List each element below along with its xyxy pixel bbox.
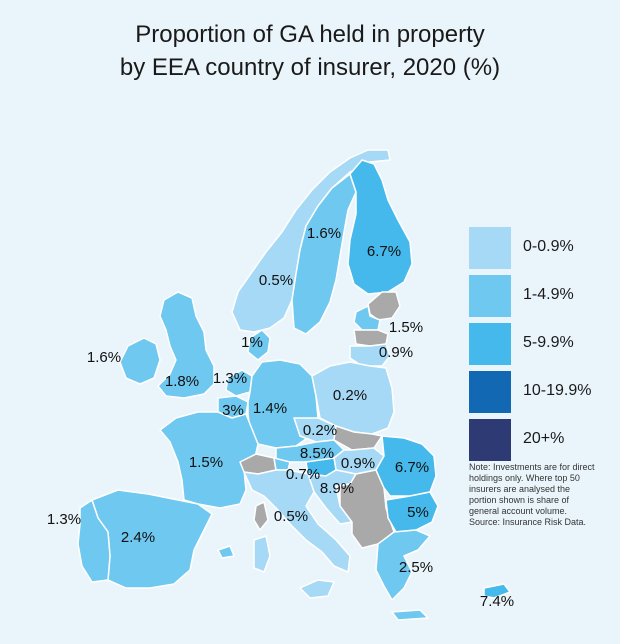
legend-label: 5-9.9% — [523, 334, 574, 351]
chart-title: Proportion of GA held in property by EEA… — [0, 18, 620, 84]
label-liechtenstein: 0.7% — [286, 466, 320, 483]
label-austria: 8.5% — [300, 445, 334, 462]
label-spain: 2.4% — [121, 529, 155, 546]
label-bulgaria: 5% — [407, 504, 429, 521]
legend-swatch — [469, 419, 511, 461]
country-france[interactable] — [159, 411, 259, 509]
country-romania[interactable] — [375, 435, 437, 497]
country-estonia[interactable] — [353, 305, 381, 331]
country-bulgaria[interactable] — [385, 491, 439, 533]
title-line-2: by EEA country of insurer, 2020 (%) — [119, 54, 501, 81]
country-italy-sicily[interactable] — [299, 579, 335, 599]
label-uk: 1.8% — [165, 373, 199, 390]
country-portugal[interactable] — [77, 499, 111, 583]
legend-label: 20+% — [523, 430, 565, 447]
label-cyprus: 7.4% — [480, 593, 514, 610]
label-france: 1.5% — [189, 454, 223, 471]
country-cyprus[interactable] — [483, 583, 511, 599]
region-russia — [367, 291, 401, 321]
note-line: portion shown is share of — [469, 495, 570, 505]
country-ireland[interactable] — [119, 337, 161, 385]
note-line: Source: Insurance Risk Data. — [469, 517, 587, 527]
legend-swatch — [469, 323, 511, 365]
legend-label: 1-4.9% — [523, 286, 574, 303]
note-line: general account volume. — [469, 506, 568, 516]
label-poland: 0.2% — [333, 387, 367, 404]
label-germany: 1.4% — [253, 400, 287, 417]
label-netherlands: 1.3% — [213, 370, 247, 387]
label-estonia: 1.5% — [389, 319, 423, 336]
label-portugal: 1.3% — [47, 511, 81, 528]
label-czechia: 0.2% — [303, 422, 337, 439]
country-spain-balearics[interactable] — [217, 545, 235, 559]
country-italy-sardinia[interactable] — [253, 535, 271, 573]
country-lithuania[interactable] — [349, 343, 391, 367]
legend-swatch — [469, 371, 511, 413]
label-ireland: 1.6% — [87, 349, 121, 366]
country-italy[interactable] — [243, 469, 351, 573]
label-norway: 0.5% — [259, 272, 293, 289]
legend-swatch — [469, 275, 511, 317]
country-finland[interactable] — [347, 159, 413, 295]
label-romania: 6.7% — [395, 459, 429, 476]
note-line: Note: Investments are for direct — [469, 462, 595, 472]
title-line-1: Proportion of GA held in property — [135, 21, 485, 48]
legend-swatch — [469, 227, 511, 269]
source-note: Note: Investments are for direct holding… — [469, 462, 599, 528]
note-line: insurers are analysed the — [469, 484, 571, 494]
country-greece-crete[interactable] — [391, 609, 429, 621]
note-line: holdings only. Where top 50 — [469, 473, 580, 483]
region-corsica — [253, 501, 269, 531]
label-sweden: 1.6% — [307, 225, 341, 242]
legend-label: 0-0.9% — [523, 238, 574, 255]
country-sweden[interactable] — [291, 173, 357, 335]
country-croatia[interactable] — [307, 469, 357, 525]
country-denmark[interactable] — [247, 329, 271, 361]
label-belgium: 3% — [222, 402, 244, 419]
label-lithuania: 0.9% — [379, 344, 413, 361]
label-italy: 0.5% — [274, 508, 308, 525]
label-slovenia: 8.9% — [320, 480, 354, 497]
country-uk[interactable] — [157, 291, 215, 399]
country-greece[interactable] — [375, 529, 431, 601]
label-hungary: 0.9% — [341, 455, 375, 472]
label-denmark: 1% — [241, 334, 263, 351]
label-finland: 6.7% — [367, 243, 401, 260]
label-greece: 2.5% — [399, 559, 433, 576]
legend-label: 10-19.9% — [523, 382, 592, 399]
